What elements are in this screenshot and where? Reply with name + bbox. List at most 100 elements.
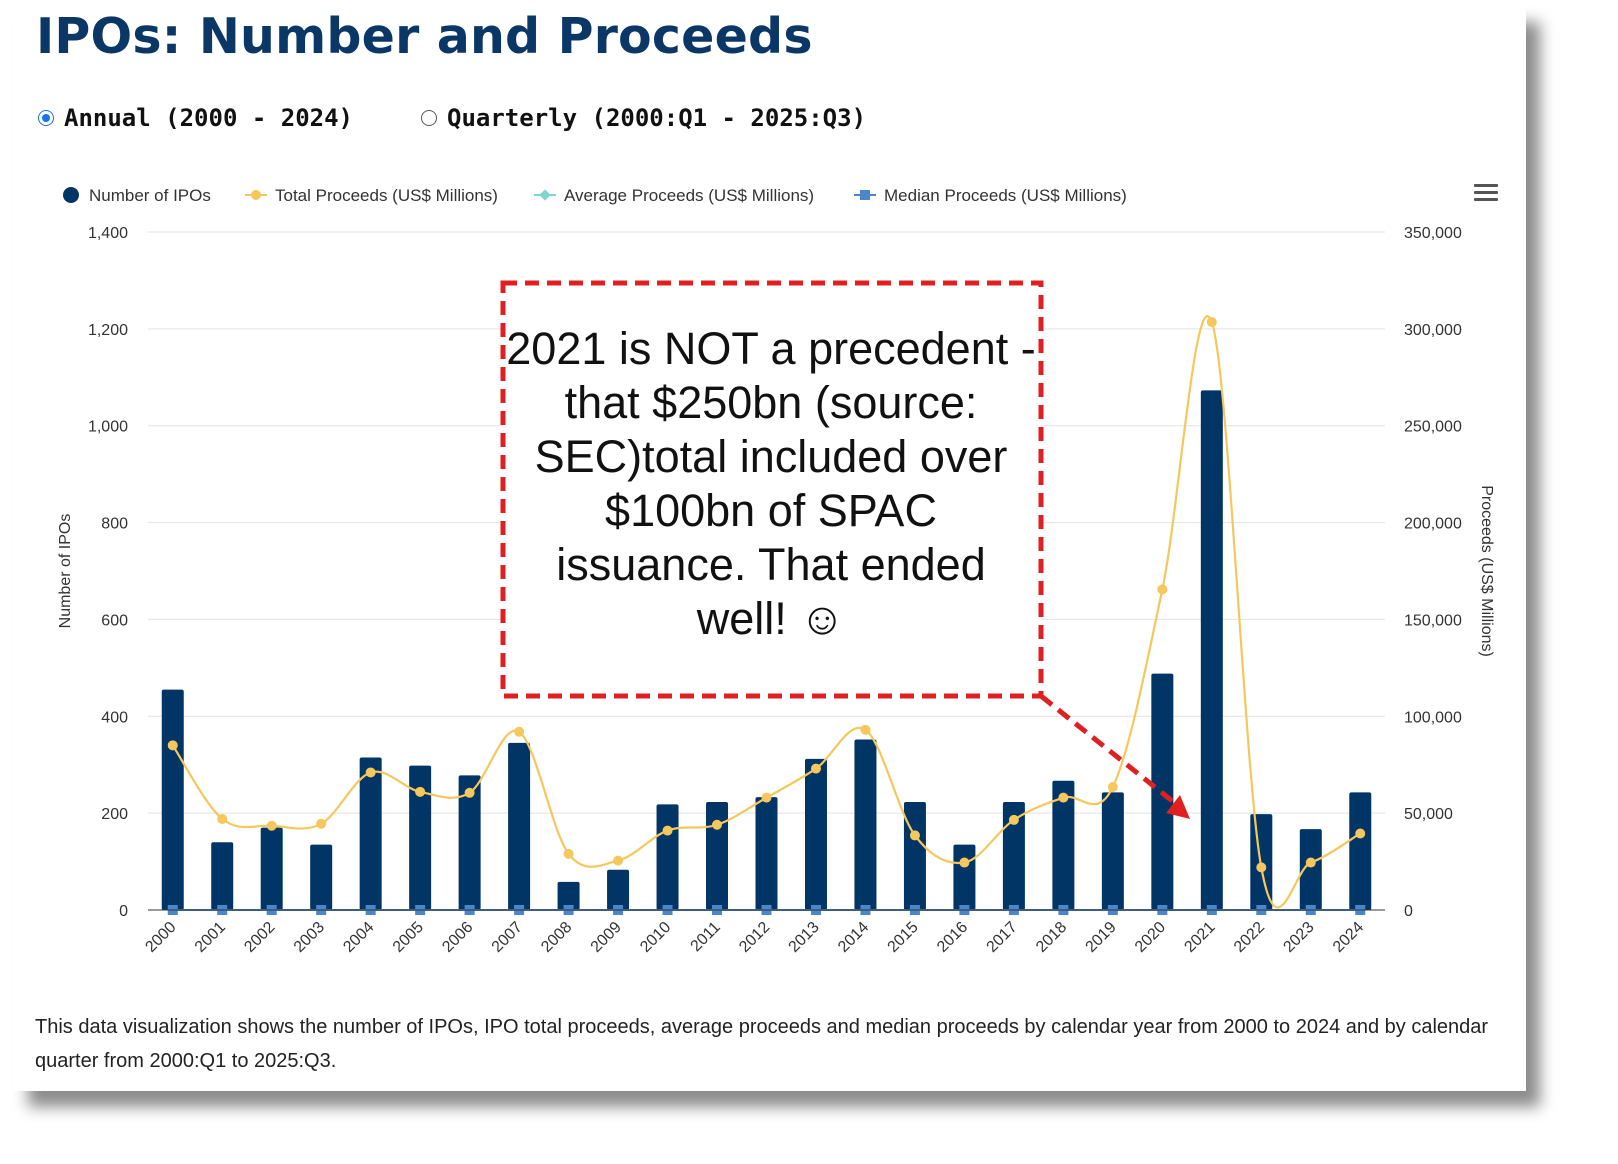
x-tick-label: 2008 (538, 919, 575, 956)
x-tick-label: 2002 (241, 919, 278, 956)
total-point-2008 (563, 848, 574, 859)
annotation-arrow-line (1039, 694, 1178, 806)
total-point-2021 (1206, 317, 1217, 328)
bar-2014 (854, 739, 877, 910)
total-point-2015 (909, 830, 920, 841)
bar-2023 (1299, 829, 1322, 910)
total-point-2007 (514, 726, 525, 737)
total-point-2002 (266, 820, 277, 831)
x-tick-label: 2019 (1082, 919, 1119, 956)
bar-2002 (260, 827, 283, 910)
x-tick-label: 2007 (489, 919, 526, 956)
total-point-2024 (1355, 828, 1366, 839)
x-tick-label: 2006 (439, 919, 476, 956)
bar-2007 (508, 742, 531, 910)
x-tick-label: 2023 (1280, 919, 1317, 956)
quarterly-radio[interactable] (421, 110, 437, 126)
right-tick-label: 100,000 (1404, 709, 1462, 726)
total-point-2006 (464, 787, 475, 798)
bar-2009 (607, 869, 630, 910)
bar-2013 (804, 758, 827, 910)
total-point-2018 (1058, 792, 1069, 803)
right-axis: 0 50,000 100,000 150,000 200,000 250,000 300,0… (1404, 225, 1495, 920)
bar-2017 (1002, 802, 1025, 910)
bar-series (161, 390, 1372, 910)
right-tick-label: 350,000 (1404, 225, 1462, 242)
bar-2008 (557, 881, 580, 910)
legend-label: Average Proceeds (US$ Millions) (564, 186, 814, 205)
left-tick-label: 400 (101, 709, 128, 726)
total-point-2020 (1157, 584, 1168, 595)
bar-2004 (359, 757, 382, 910)
total-point-2000 (167, 740, 178, 751)
x-tick-label: 2013 (786, 919, 823, 956)
bar-2005 (409, 765, 432, 910)
x-tick-label: 2003 (291, 919, 328, 956)
x-tick-label: 2015 (885, 919, 922, 956)
right-tick-label: 150,000 (1404, 612, 1462, 629)
x-tick-label: 2011 (687, 919, 723, 955)
right-tick-label: 0 (1404, 903, 1413, 920)
quarterly-label[interactable]: Quarterly (2000:Q1 - 2025:Q3) (447, 104, 867, 132)
bar-2003 (310, 844, 333, 910)
annual-radio[interactable] (38, 110, 54, 126)
x-axis: 2000 2001 2002 2003 2004 2005 2006 2007 2008 2009… (142, 909, 1385, 956)
left-axis: 0 200 400 600 800 1,000 1,200 1,400 Number of IP… (57, 225, 128, 920)
annual-toggle[interactable]: Annual (2000 - 2024) (38, 104, 353, 132)
right-tick-label: 200,000 (1404, 516, 1462, 533)
total-point-2003 (316, 818, 327, 829)
right-tick-label: 300,000 (1404, 322, 1462, 339)
left-axis-title: Number of IPOs (57, 514, 74, 629)
bar-2006 (458, 775, 481, 910)
x-tick-label: 2017 (984, 919, 1021, 956)
annual-label[interactable]: Annual (2000 - 2024) (64, 104, 353, 132)
x-tick-label: 2012 (736, 919, 773, 956)
x-tick-label: 2020 (1132, 919, 1169, 956)
x-tick-label: 2004 (340, 919, 377, 956)
x-tick-label: 2018 (1033, 919, 1070, 956)
annotation-arrowhead (1166, 795, 1190, 819)
bar-2010 (656, 804, 679, 910)
x-tick-label: 2000 (142, 919, 179, 956)
right-tick-label: 250,000 (1404, 419, 1462, 436)
right-axis-title: Proceeds (US$ Millions) (1478, 485, 1495, 657)
total-point-2001 (217, 813, 228, 824)
ipo-chart: Number of IPOs Total Proceeds (US$ Millio… (57, 186, 1495, 956)
x-tick-label: 2016 (934, 919, 971, 956)
bar-2000 (161, 689, 184, 910)
total-point-2010 (662, 825, 673, 836)
total-point-2012 (761, 792, 772, 803)
left-tick-label: 200 (101, 806, 128, 823)
legend-label: Median Proceeds (US$ Millions) (884, 186, 1127, 205)
page-title: IPOs: Number and Proceeds (36, 8, 813, 65)
bar-2024 (1349, 792, 1372, 910)
x-tick-label: 2005 (390, 919, 427, 956)
x-tick-label: 2009 (588, 919, 625, 956)
total-point-2022 (1256, 862, 1267, 873)
x-tick-label: 2001 (192, 919, 229, 956)
x-tick-label: 2021 (1181, 919, 1218, 956)
left-tick-label: 1,000 (88, 419, 128, 436)
caption: This data visualization shows the number… (35, 1016, 1489, 1072)
legend-label: Total Proceeds (US$ Millions) (275, 186, 498, 205)
total-point-2011 (712, 819, 723, 830)
total-point-2014 (860, 724, 871, 735)
legend-marker-total (251, 190, 261, 200)
total-point-2017 (1008, 814, 1019, 825)
x-tick-label: 2014 (835, 919, 872, 956)
left-tick-label: 1,200 (88, 322, 128, 339)
total-point-2005 (415, 786, 426, 797)
quarterly-toggle[interactable]: Quarterly (2000:Q1 - 2025:Q3) (421, 104, 866, 132)
total-point-2019 (1107, 781, 1118, 792)
x-tick-label: 2022 (1231, 919, 1268, 956)
right-tick-label: 50,000 (1404, 806, 1453, 823)
x-tick-label: 2024 (1330, 919, 1367, 956)
bar-2016 (953, 844, 976, 910)
left-tick-label: 0 (119, 903, 128, 920)
chart-legend: Number of IPOs Total Proceeds (US$ Millio… (63, 186, 1127, 205)
hamburger-menu-icon[interactable] (1474, 184, 1498, 202)
annotation-text: 2021 is NOT a precedent - that $250bn (s… (506, 323, 1036, 644)
left-tick-label: 800 (101, 516, 128, 533)
bar-2011 (706, 802, 729, 910)
total-point-2009 (613, 855, 624, 866)
